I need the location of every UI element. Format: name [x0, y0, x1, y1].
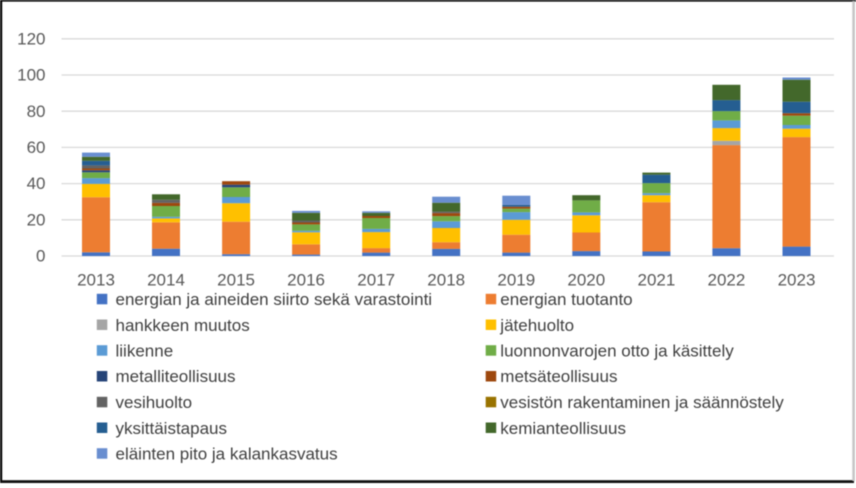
- svg-text:hankkeen muutos: hankkeen muutos: [116, 316, 250, 335]
- svg-text:2023: 2023: [778, 271, 816, 290]
- svg-text:vesihuolto: vesihuolto: [116, 393, 193, 412]
- svg-text:2021: 2021: [637, 271, 675, 290]
- svg-text:2017: 2017: [357, 271, 395, 290]
- svg-text:2019: 2019: [497, 271, 535, 290]
- svg-text:100: 100: [17, 66, 45, 85]
- svg-text:energian tuotanto: energian tuotanto: [500, 290, 632, 309]
- svg-text:liikenne: liikenne: [116, 342, 174, 361]
- svg-text:60: 60: [27, 138, 46, 157]
- svg-text:2016: 2016: [287, 271, 325, 290]
- svg-text:metsäteollisuus: metsäteollisuus: [500, 367, 617, 386]
- svg-text:metalliteollisuus: metalliteollisuus: [116, 367, 236, 386]
- svg-text:80: 80: [27, 102, 46, 121]
- svg-text:2014: 2014: [147, 271, 185, 290]
- svg-text:vesistön rakentaminen ja säänn: vesistön rakentaminen ja säännöstely: [500, 393, 784, 412]
- svg-text:2022: 2022: [707, 271, 745, 290]
- svg-text:2015: 2015: [217, 271, 255, 290]
- svg-text:luonnonvarojen otto ja käsitte: luonnonvarojen otto ja käsittely: [500, 342, 734, 361]
- svg-text:40: 40: [27, 174, 46, 193]
- svg-text:energian ja aineiden siirto se: energian ja aineiden siirto sekä varasto…: [116, 290, 433, 309]
- svg-text:eläinten pito ja kalankasvatus: eläinten pito ja kalankasvatus: [116, 445, 338, 464]
- svg-text:20: 20: [27, 210, 46, 229]
- svg-text:yksittäistapaus: yksittäistapaus: [116, 419, 228, 438]
- svg-text:120: 120: [17, 29, 45, 48]
- svg-text:2018: 2018: [427, 271, 465, 290]
- svg-text:jätehuolto: jätehuolto: [499, 316, 574, 335]
- svg-text:2020: 2020: [567, 271, 605, 290]
- svg-text:0: 0: [36, 247, 45, 266]
- svg-text:kemianteollisuus: kemianteollisuus: [500, 419, 626, 438]
- svg-text:2013: 2013: [77, 271, 115, 290]
